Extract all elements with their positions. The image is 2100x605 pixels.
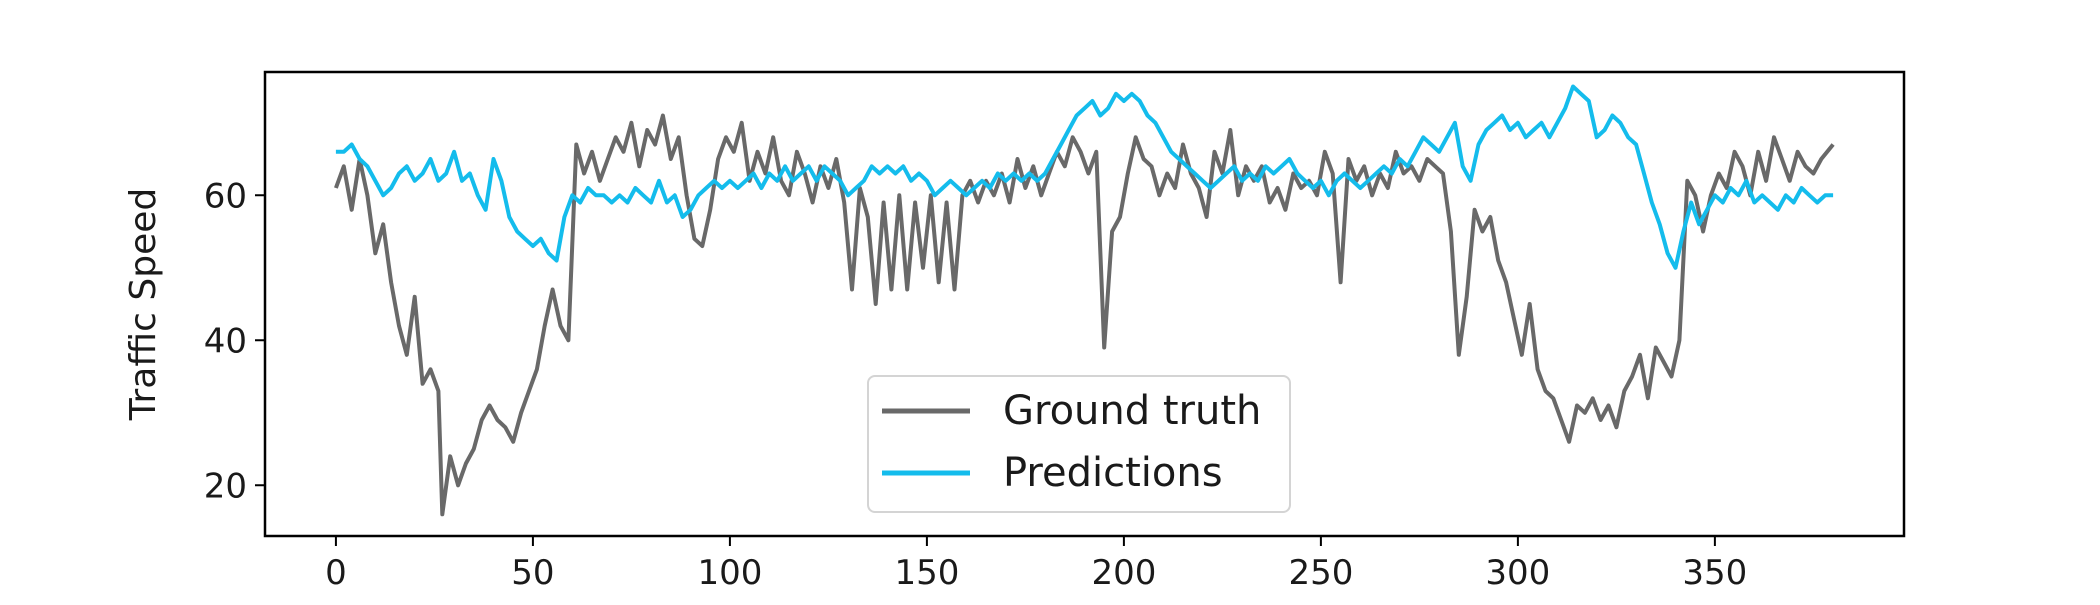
y-axis: 20 40 60 — [204, 176, 265, 506]
x-tick-label: 150 — [894, 553, 959, 593]
legend: Ground truth Predictions — [867, 375, 1291, 513]
y-tick-label: 60 — [204, 176, 247, 216]
x-tick-label: 50 — [511, 553, 554, 593]
x-axis: 0 50 100 150 200 250 300 350 — [325, 536, 1747, 593]
x-tick-label: 100 — [697, 553, 762, 593]
y-tick-label: 40 — [204, 321, 247, 361]
y-tick-label: 20 — [204, 466, 247, 506]
legend-box — [867, 375, 1291, 513]
legend-label-ground-truth: Ground truth — [1003, 388, 1261, 434]
plot-area-frame — [263, 70, 1906, 538]
series-line-predictions — [335, 84, 1834, 270]
x-tick-label: 200 — [1091, 553, 1156, 593]
y-axis-title: Traffic Speed — [123, 188, 164, 421]
x-tick-label: 250 — [1288, 553, 1353, 593]
x-tick-label: 300 — [1485, 553, 1550, 593]
x-tick-label: 0 — [325, 553, 347, 593]
x-tick-label: 350 — [1682, 553, 1747, 593]
series-layer — [334, 84, 1835, 517]
legend-label-predictions: Predictions — [1003, 450, 1223, 496]
series-line-ground-truth — [334, 113, 1835, 517]
